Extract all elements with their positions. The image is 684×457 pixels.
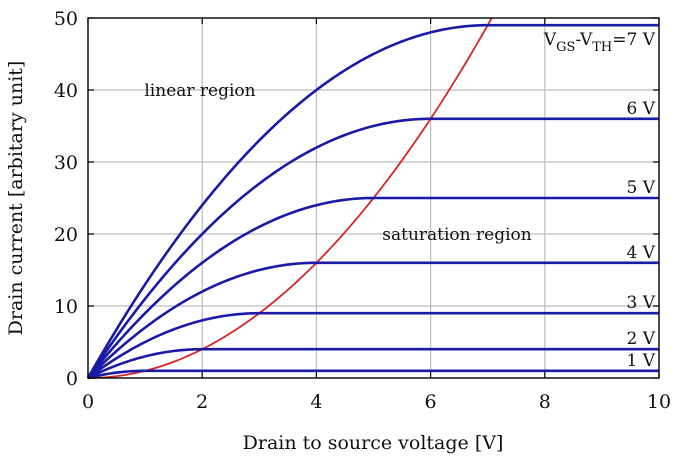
series-label: 6 V — [627, 99, 656, 119]
x-axis-title: Drain to source voltage [V] — [243, 432, 504, 454]
series-line — [86, 117, 659, 379]
boundary-line — [87, 17, 493, 379]
grid — [88, 18, 659, 378]
series-labels: 1 V2 V 3 V 4 V 5 V 6 V VGS-VTH=7 V — [543, 30, 656, 371]
y-tick-label: 50 — [54, 8, 78, 30]
y-tick-label: 30 — [54, 152, 78, 174]
curves — [86, 23, 659, 380]
series-line — [86, 196, 659, 379]
series-label: 3 V — [627, 293, 656, 313]
series-label: VGS-VTH=7 V — [543, 30, 656, 55]
series-line — [87, 347, 659, 380]
y-tick-label: 20 — [54, 224, 78, 246]
series-label: 2 V — [627, 329, 656, 349]
y-tick-label: 10 — [54, 296, 78, 318]
series-line — [87, 311, 659, 380]
series-label-part: -V — [575, 30, 593, 50]
series-label: 5 V — [627, 178, 656, 198]
series-line — [86, 23, 659, 379]
x-tick-label: 4 — [310, 391, 322, 413]
series-label-part: V — [543, 30, 557, 50]
annotation-linear-region: linear region — [144, 81, 255, 101]
saturation-boundary-curve — [87, 17, 493, 379]
axis-ticks: 0 2 4 6 8 10 0 10 20 30 40 50 — [54, 8, 671, 413]
x-tick-label: 0 — [82, 391, 94, 413]
annotation-saturation-region: saturation region — [382, 225, 531, 245]
series-label-subscript: GS — [556, 40, 575, 55]
series-line — [87, 369, 659, 380]
series-line — [87, 261, 659, 379]
y-axis-title: Drain current [arbitary unit] — [5, 61, 27, 336]
plot-frame — [87, 17, 660, 379]
x-tick-label: 2 — [196, 391, 208, 413]
series-label: 1 V — [627, 351, 656, 371]
x-tick-label: 8 — [539, 391, 551, 413]
series-label-part: =7 V — [612, 30, 655, 50]
series-label-subscript: TH — [592, 40, 612, 55]
x-tick-label: 6 — [425, 391, 437, 413]
series-label: 4 V — [627, 243, 656, 263]
x-tick-label: 10 — [647, 391, 671, 413]
y-tick-label: 0 — [66, 368, 78, 390]
y-tick-label: 40 — [54, 80, 78, 102]
